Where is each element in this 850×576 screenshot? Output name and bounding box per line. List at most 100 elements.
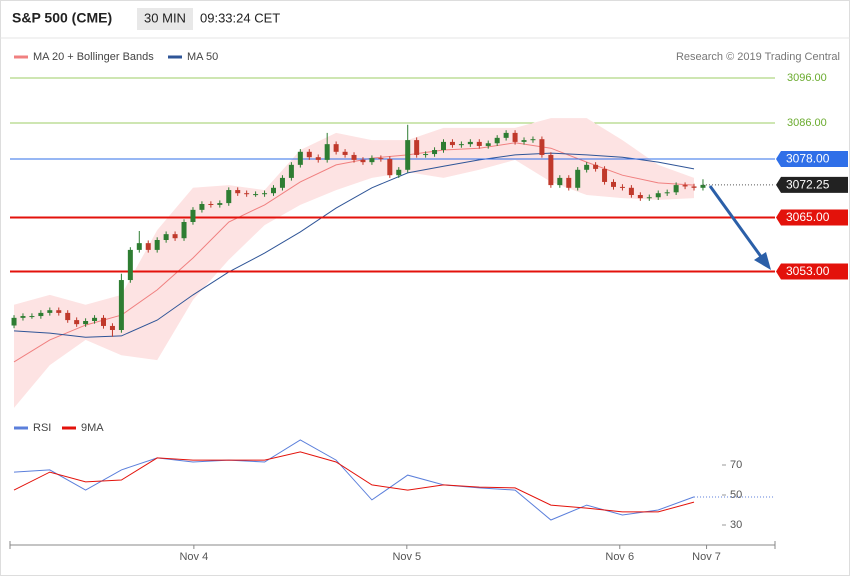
y-tick-label: 70 — [730, 459, 742, 471]
bollinger-band — [14, 118, 694, 408]
candle-body — [181, 222, 187, 239]
candle-body — [253, 194, 259, 196]
ma50-line — [13, 152, 695, 338]
candle-body — [118, 280, 124, 330]
candle-body — [673, 185, 679, 193]
chart-title: S&P 500 (CME) — [12, 10, 112, 26]
candle-body — [262, 193, 268, 195]
candle-body — [20, 316, 26, 318]
candle-body — [476, 141, 482, 146]
candle-body — [351, 154, 357, 160]
candle-body — [154, 240, 160, 250]
series-line — [13, 451, 695, 513]
level-label: 3072.25 — [786, 178, 830, 192]
candle-body — [360, 159, 366, 163]
time: 09:33:24 CET — [200, 10, 280, 25]
candle-body — [387, 159, 393, 176]
candle-body — [441, 141, 446, 150]
legend-label: 9MA — [81, 422, 104, 434]
level-tag — [776, 263, 848, 280]
candle-body — [566, 177, 572, 188]
candle-body — [432, 150, 438, 155]
candle-body — [396, 169, 402, 176]
interval: 30 MIN — [144, 10, 186, 25]
candle-body — [512, 132, 518, 142]
candle-body — [342, 151, 348, 155]
candle-body — [664, 192, 670, 194]
interval-box — [137, 8, 193, 30]
level-label: 3065.00 — [786, 210, 830, 224]
candle-body — [65, 312, 71, 321]
candle-body — [637, 195, 643, 199]
legend-label: MA 20 + Bollinger Bands — [33, 51, 154, 63]
candle-body — [575, 169, 581, 188]
candle-body — [655, 193, 661, 198]
candle-body — [235, 190, 241, 194]
candle-body — [449, 141, 455, 146]
candle-body — [646, 197, 652, 199]
level-label: 3078.00 — [786, 152, 830, 166]
candle-body — [414, 140, 420, 155]
y-tick-label: 3096.00 — [787, 72, 827, 84]
x-tick-label: Nov 7 — [692, 551, 721, 563]
candle-body — [584, 164, 590, 170]
candle-body — [244, 193, 250, 195]
candle-body — [324, 144, 330, 160]
candle-body — [602, 168, 608, 182]
candle-body — [101, 317, 106, 326]
candle-body — [74, 320, 80, 325]
candle-body — [306, 151, 312, 158]
level-tag — [776, 151, 848, 167]
candle-body — [226, 190, 232, 204]
candle-body — [530, 139, 536, 141]
arrow-head — [754, 252, 771, 270]
candle-body — [700, 184, 706, 188]
candle-body — [297, 151, 303, 165]
candle-body — [485, 143, 491, 146]
candle-body — [271, 187, 276, 194]
candle-body — [369, 158, 375, 163]
level-tag — [776, 209, 848, 226]
candle-body — [145, 243, 151, 250]
candle-body — [163, 234, 169, 240]
candle-body — [11, 317, 17, 326]
y-tick-label: 3086.00 — [787, 117, 827, 129]
candle-body — [190, 209, 196, 222]
candle-body — [557, 177, 563, 186]
x-tick-label: Nov 6 — [605, 551, 634, 563]
candle-body — [172, 234, 178, 239]
level-tag — [776, 176, 848, 193]
candle-body — [29, 316, 35, 318]
y-tick-label: 30 — [730, 519, 742, 531]
candle-body — [127, 249, 133, 281]
level-label: 3053.00 — [786, 264, 830, 278]
legend-label: RSI — [33, 422, 51, 434]
candle-body — [208, 204, 214, 205]
candle-body — [467, 141, 473, 145]
candle-body — [378, 158, 384, 160]
candle-body — [494, 137, 500, 144]
candle-body — [333, 144, 339, 152]
y-tick-label: 50 — [730, 489, 742, 501]
candle-body — [619, 186, 625, 188]
arrow — [708, 185, 764, 259]
candle-body — [628, 187, 634, 195]
candle-body — [279, 177, 285, 188]
candle-body — [288, 164, 294, 178]
candle-body — [423, 154, 429, 156]
candle-body — [38, 312, 44, 317]
candle-body — [56, 310, 62, 313]
candle-body — [83, 321, 89, 325]
candle-body — [92, 317, 98, 321]
candle-body — [136, 243, 142, 250]
x-tick-label: Nov 5 — [392, 551, 421, 563]
candle-body — [521, 140, 527, 142]
candle-body — [217, 203, 223, 205]
legend-label: MA 50 — [187, 51, 218, 63]
source: Research © 2019 Trading Central — [676, 51, 840, 63]
candle-body — [548, 154, 554, 186]
candle-body — [682, 185, 688, 187]
candle-body — [503, 132, 509, 138]
x-tick-label: Nov 4 — [179, 551, 208, 563]
